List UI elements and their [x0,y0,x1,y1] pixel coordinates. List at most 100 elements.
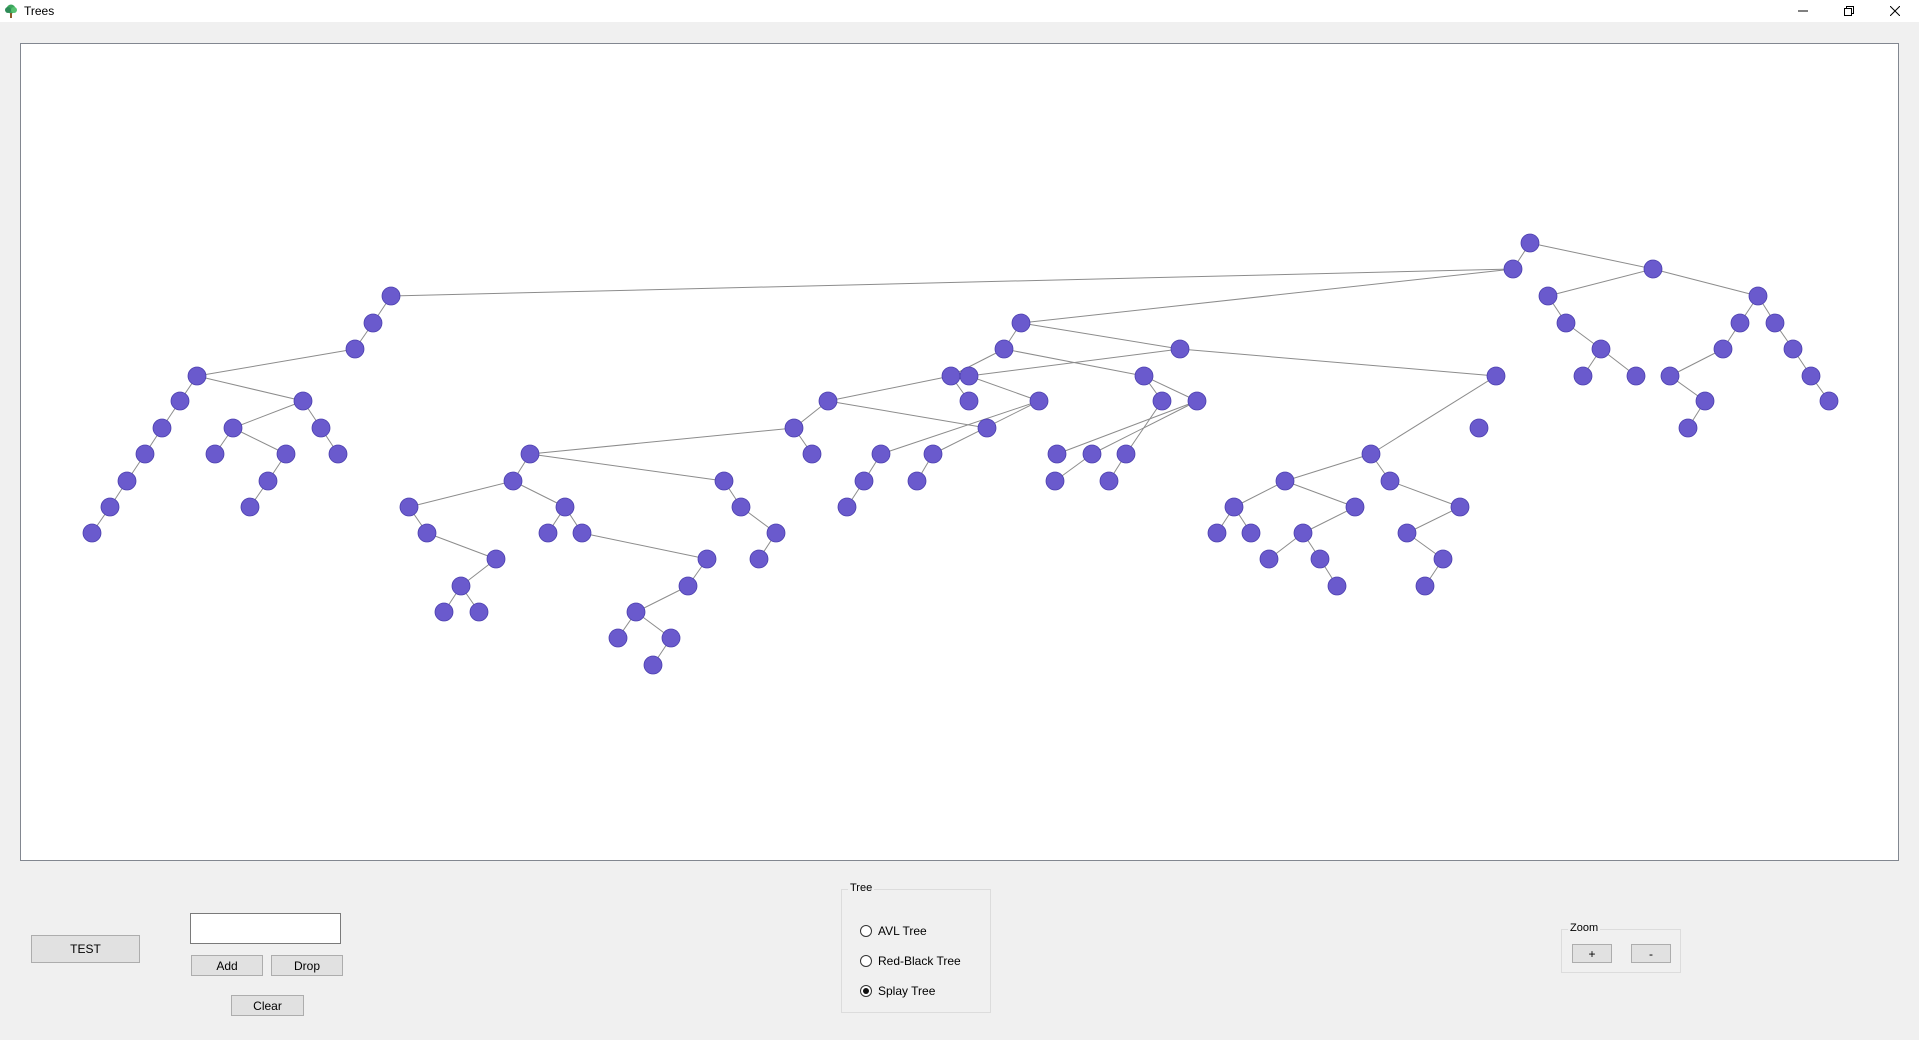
zoom-out-button[interactable]: - [1631,944,1671,963]
tree-node-circle[interactable] [135,444,155,464]
tree-node[interactable] [1327,576,1347,596]
tree-node[interactable] [469,602,489,622]
tree-node[interactable] [1486,366,1506,386]
tree-node[interactable] [1187,391,1207,411]
tree-node-circle[interactable] [1591,339,1611,359]
tree-node-circle[interactable] [572,523,592,543]
tree-node-circle[interactable] [1380,471,1400,491]
tree-node-circle[interactable] [643,655,663,675]
tree-node[interactable] [994,339,1014,359]
tree-node-circle[interactable] [1310,549,1330,569]
tree-node[interactable] [82,523,102,543]
tree-node-circle[interactable] [1801,366,1821,386]
tree-node[interactable] [486,549,506,569]
tree-node-circle[interactable] [1170,339,1190,359]
tree-node-circle[interactable] [1660,366,1680,386]
tree-node[interactable] [1134,366,1154,386]
tree-node[interactable] [1259,549,1279,569]
tree-node-circle[interactable] [538,523,558,543]
tree-node[interactable] [802,444,822,464]
tree-node-circle[interactable] [1783,339,1803,359]
tree-node[interactable] [1730,313,1750,333]
tree-node-circle[interactable] [1045,471,1065,491]
tree-node[interactable] [399,497,419,517]
tree-node-circle[interactable] [82,523,102,543]
tree-node-circle[interactable] [923,444,943,464]
close-button[interactable] [1872,0,1918,22]
tree-node-circle[interactable] [1748,286,1768,306]
tree-node[interactable] [1345,497,1365,517]
tree-node[interactable] [1695,391,1715,411]
tree-node-circle[interactable] [1275,471,1295,491]
tree-node[interactable] [731,497,751,517]
tree-node-circle[interactable] [1029,391,1049,411]
tree-node[interactable] [538,523,558,543]
tree-node[interactable] [1450,497,1470,517]
tree-node-circle[interactable] [434,602,454,622]
tree-node[interactable] [1591,339,1611,359]
tree-node[interactable] [959,391,979,411]
minimize-button[interactable] [1780,0,1826,22]
tree-node-circle[interactable] [1293,523,1313,543]
tree-node-circle[interactable] [152,418,172,438]
tree-node[interactable] [871,444,891,464]
tree-node-circle[interactable] [469,602,489,622]
tree-node[interactable] [784,418,804,438]
tree-node-circle[interactable] [1361,444,1381,464]
tree-node-circle[interactable] [417,523,437,543]
tree-node[interactable] [1819,391,1839,411]
tree-node-circle[interactable] [1765,313,1785,333]
tree-node-circle[interactable] [276,444,296,464]
tree-node[interactable] [1029,391,1049,411]
tree-node-circle[interactable] [731,497,751,517]
tree-node[interactable] [276,444,296,464]
tree-node[interactable] [1573,366,1593,386]
radio-avl-tree[interactable]: AVL Tree [860,924,927,938]
tree-node-circle[interactable] [1433,549,1453,569]
tree-node[interactable] [1503,259,1523,279]
tree-node-circle[interactable] [555,497,575,517]
tree-node-circle[interactable] [959,391,979,411]
tree-node-circle[interactable] [486,549,506,569]
tree-node[interactable] [1082,444,1102,464]
tree-node-circle[interactable] [1187,391,1207,411]
tree-node-circle[interactable] [678,576,698,596]
tree-node-circle[interactable] [503,471,523,491]
radio-red-black-tree[interactable]: Red-Black Tree [860,954,961,968]
tree-node[interactable] [328,444,348,464]
tree-node[interactable] [837,497,857,517]
tree-node[interactable] [1011,313,1031,333]
test-button[interactable]: TEST [31,935,140,963]
tree-node-circle[interactable] [661,628,681,648]
tree-node[interactable] [170,391,190,411]
tree-node-circle[interactable] [1011,313,1031,333]
tree-node-circle[interactable] [818,391,838,411]
tree-node[interactable] [1678,418,1698,438]
tree-node[interactable] [1397,523,1417,543]
tree-node[interactable] [1713,339,1733,359]
tree-node-circle[interactable] [1713,339,1733,359]
tree-node-circle[interactable] [854,471,874,491]
tree-node[interactable] [766,523,786,543]
tree-node[interactable] [854,471,874,491]
tree-node-circle[interactable] [626,602,646,622]
tree-node[interactable] [520,444,540,464]
value-input[interactable] [190,913,341,944]
tree-node[interactable] [1626,366,1646,386]
tree-node-circle[interactable] [1450,497,1470,517]
tree-node[interactable] [1660,366,1680,386]
tree-node-circle[interactable] [1626,366,1646,386]
tree-node-circle[interactable] [451,576,471,596]
zoom-in-button[interactable]: + [1572,944,1612,963]
radio-circle[interactable] [860,955,872,967]
clear-button[interactable]: Clear [231,995,304,1016]
tree-node-circle[interactable] [977,418,997,438]
tree-node-circle[interactable] [240,497,260,517]
tree-node-circle[interactable] [187,366,207,386]
tree-node[interactable] [1783,339,1803,359]
tree-node[interactable] [451,576,471,596]
tree-node[interactable] [1045,471,1065,491]
tree-node[interactable] [555,497,575,517]
tree-node[interactable] [1275,471,1295,491]
tree-node[interactable] [311,418,331,438]
